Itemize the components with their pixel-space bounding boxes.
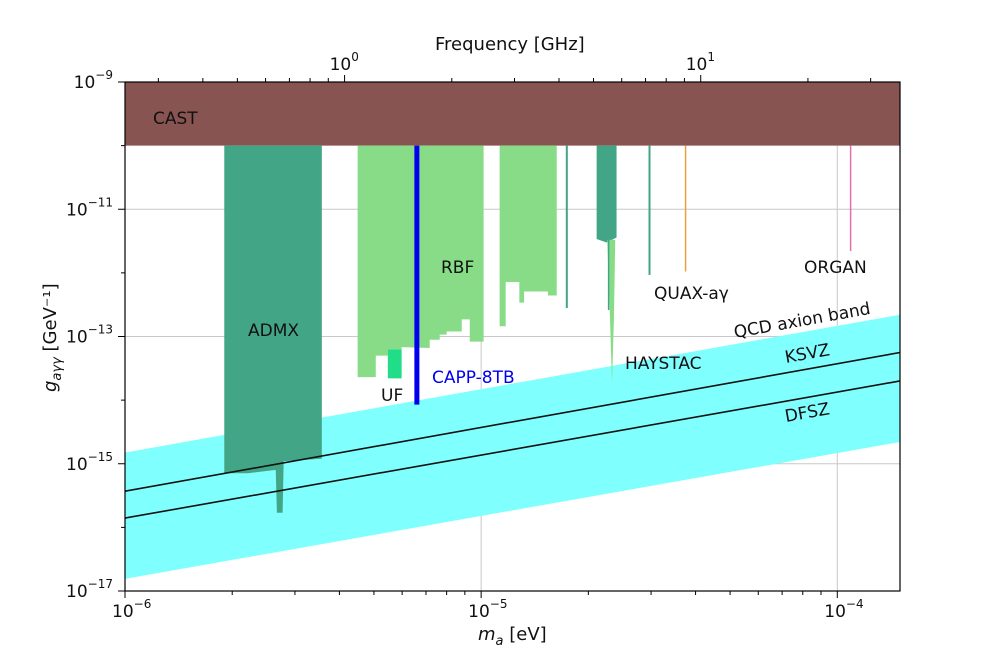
exclusion-lines bbox=[414, 145, 852, 405]
x-tick-exponent: −5 bbox=[490, 597, 508, 611]
label-uf: UF bbox=[381, 386, 403, 406]
top-tick-label: 101 bbox=[686, 50, 715, 75]
y-tick-exponent: −13 bbox=[88, 323, 113, 337]
label-admx: ADMX bbox=[248, 321, 299, 341]
x-axis-subscript: a bbox=[496, 634, 504, 649]
y-tick-exponent: −11 bbox=[88, 195, 113, 209]
y-tick-label: 10−9 bbox=[74, 68, 113, 93]
top-tick-exponent: 1 bbox=[707, 50, 715, 64]
x-axis-unit: [eV] bbox=[504, 624, 547, 645]
model-line-ksvz bbox=[124, 351, 901, 493]
region-cast bbox=[125, 82, 900, 146]
x-tick-label: 10−6 bbox=[112, 597, 151, 622]
region-rbf bbox=[499, 145, 557, 327]
region-rbf bbox=[357, 145, 484, 378]
qcd-band-layer bbox=[125, 314, 900, 579]
y-axis-subscript: aγγ bbox=[50, 356, 65, 381]
exclusion-regions bbox=[125, 82, 900, 513]
y-tick-label: 10−13 bbox=[66, 323, 113, 348]
region-admx bbox=[224, 145, 322, 513]
region-haystac bbox=[596, 145, 617, 243]
top-tick-label: 100 bbox=[330, 50, 359, 75]
y-tick-label: 10−11 bbox=[66, 195, 113, 220]
x-axis-title: ma [eV] bbox=[478, 624, 547, 649]
top-axis-title: Frequency [GHz] bbox=[435, 34, 585, 55]
x-tick-label: 10−5 bbox=[468, 597, 507, 622]
x-tick-exponent: −6 bbox=[134, 597, 152, 611]
label-cast: CAST bbox=[153, 109, 198, 129]
y-tick-exponent: −17 bbox=[88, 577, 113, 591]
x-tick-label: 10−4 bbox=[824, 597, 863, 622]
x-tick-exponent: −4 bbox=[846, 597, 864, 611]
model-line-dfsz bbox=[124, 380, 901, 519]
y-axis-symbol: g bbox=[40, 381, 61, 392]
model-lines bbox=[124, 351, 901, 519]
label-organ: ORGAN bbox=[804, 258, 867, 278]
y-axis-unit: [GeV⁻¹] bbox=[40, 283, 61, 357]
label-capp-8tb: CAPP-8TB bbox=[432, 368, 515, 388]
qcd-axion-band bbox=[125, 314, 900, 579]
y-tick-exponent: −15 bbox=[88, 450, 113, 464]
x-axis-symbol: m bbox=[478, 624, 496, 645]
y-axis-title: gaγγ [GeV⁻¹] bbox=[40, 283, 65, 392]
y-tick-label: 10−15 bbox=[66, 450, 113, 475]
top-tick-exponent: 0 bbox=[351, 50, 359, 64]
y-tick-label: 10−17 bbox=[66, 577, 113, 602]
region-uf bbox=[387, 349, 402, 379]
label-rbf: RBF bbox=[441, 258, 474, 278]
label-quax: QUAX-aγ bbox=[654, 284, 729, 304]
label-haystac: HAYSTAC bbox=[625, 354, 702, 374]
y-tick-exponent: −9 bbox=[95, 68, 113, 82]
